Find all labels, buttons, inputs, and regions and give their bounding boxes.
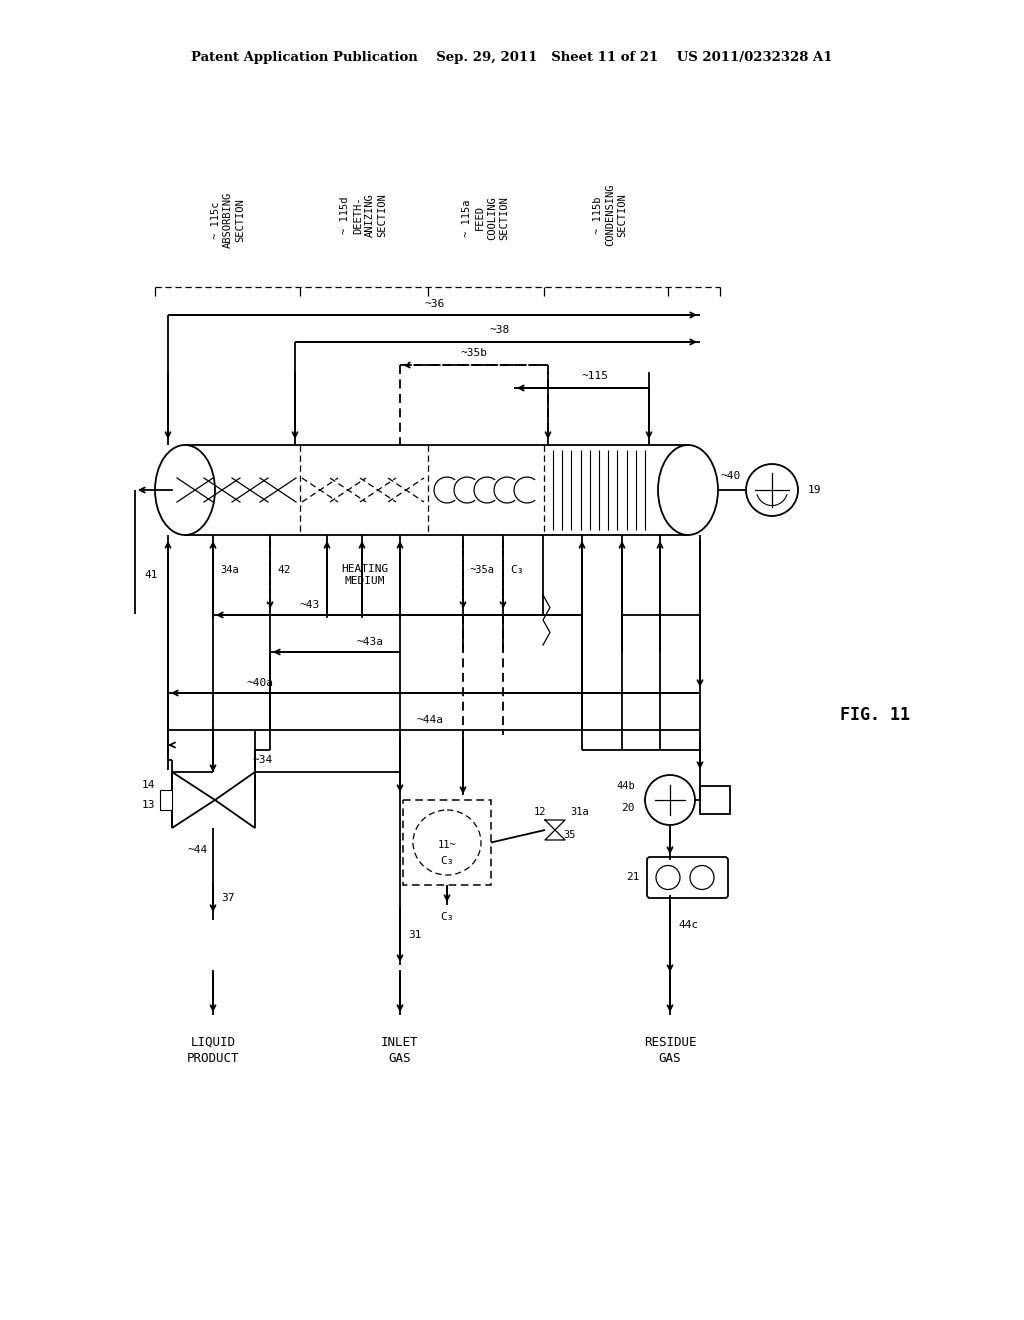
Text: ~35b: ~35b <box>461 348 487 358</box>
Text: ~44a: ~44a <box>417 715 443 725</box>
Ellipse shape <box>413 810 481 875</box>
Text: HEATING
MEDIUM: HEATING MEDIUM <box>341 564 389 586</box>
Text: ~34: ~34 <box>253 755 273 766</box>
Text: ~ 115c
ABSORBING
SECTION: ~ 115c ABSORBING SECTION <box>211 191 246 248</box>
Text: ~43: ~43 <box>300 601 321 610</box>
Text: ~35a: ~35a <box>470 565 495 576</box>
Text: 19: 19 <box>808 484 821 495</box>
Bar <box>700 785 730 814</box>
Ellipse shape <box>155 445 215 535</box>
Text: INLET
GAS: INLET GAS <box>381 1035 419 1064</box>
Text: 44c: 44c <box>678 920 698 931</box>
Text: 37: 37 <box>221 894 234 903</box>
Text: ~43a: ~43a <box>356 638 384 647</box>
Text: ~40: ~40 <box>721 471 741 480</box>
Text: 12: 12 <box>534 807 546 817</box>
FancyBboxPatch shape <box>185 445 688 535</box>
Text: ~40a: ~40a <box>247 678 273 688</box>
Text: C₃: C₃ <box>440 855 454 866</box>
Ellipse shape <box>658 445 718 535</box>
Text: 21: 21 <box>627 873 640 883</box>
Text: 44b: 44b <box>616 781 635 791</box>
Text: C₃: C₃ <box>510 565 523 576</box>
Bar <box>160 789 172 810</box>
Text: 20: 20 <box>622 803 635 813</box>
Text: ~ 115a
FEED
COOLING
SECTION: ~ 115a FEED COOLING SECTION <box>463 197 510 240</box>
Text: ~ 115d
DEETH-
ANIZING
SECTION: ~ 115d DEETH- ANIZING SECTION <box>340 193 388 236</box>
Text: ~38: ~38 <box>489 325 510 335</box>
Text: ~ 115b
CONDENSING
SECTION: ~ 115b CONDENSING SECTION <box>593 183 628 247</box>
Text: 14: 14 <box>141 780 155 789</box>
Text: FIG. 11: FIG. 11 <box>840 706 910 723</box>
Text: 13: 13 <box>141 800 155 810</box>
Text: 42: 42 <box>278 565 291 576</box>
Bar <box>403 800 490 884</box>
Text: 11~: 11~ <box>437 840 457 850</box>
Text: 35: 35 <box>564 830 577 840</box>
Text: Patent Application Publication    Sep. 29, 2011   Sheet 11 of 21    US 2011/0232: Patent Application Publication Sep. 29, … <box>191 50 833 63</box>
FancyBboxPatch shape <box>647 857 728 898</box>
Text: 41: 41 <box>144 570 158 579</box>
Text: 31a: 31a <box>570 807 590 817</box>
Text: ~115: ~115 <box>582 371 608 381</box>
Text: 34a: 34a <box>220 565 239 576</box>
Text: 31: 31 <box>408 931 422 940</box>
Text: ~36: ~36 <box>425 300 445 309</box>
Text: ~44: ~44 <box>187 845 208 855</box>
Text: RESIDUE
GAS: RESIDUE GAS <box>644 1035 696 1064</box>
Text: LIQUID
PRODUCT: LIQUID PRODUCT <box>186 1035 240 1064</box>
Text: C₃: C₃ <box>440 912 454 921</box>
